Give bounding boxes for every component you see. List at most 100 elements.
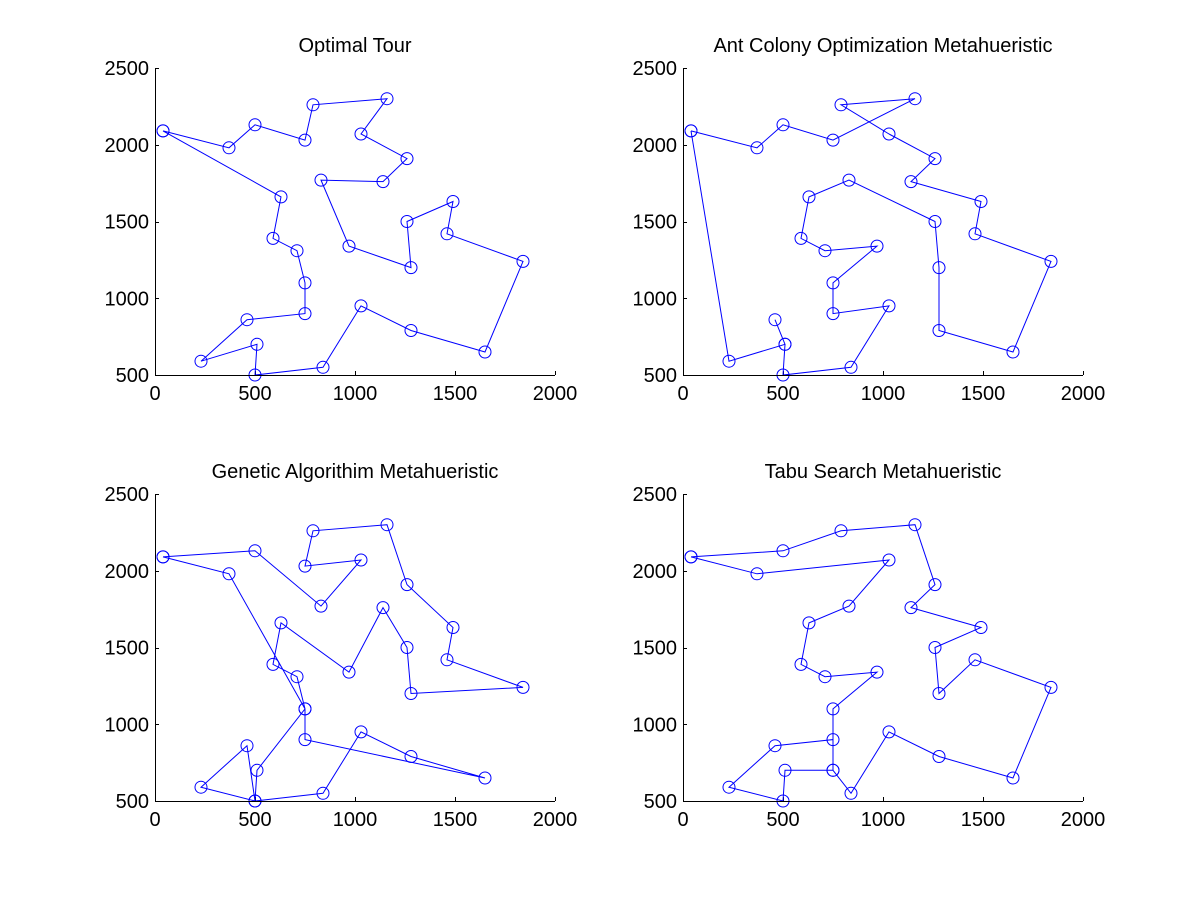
tabu-search-x-tick-label: 0: [677, 809, 688, 831]
optimal-tour-city-point: [266, 231, 280, 245]
tabu-search-city-point: [778, 763, 792, 777]
genetic-algorithm-city-point: [240, 739, 254, 753]
ant-colony-city-point: [928, 215, 942, 228]
ant-colony-city-point: [722, 354, 736, 368]
tabu-search-city-point: [882, 553, 896, 567]
ant-colony-city-point: [842, 173, 856, 187]
tabu-search-x-tick-label: 500: [766, 809, 799, 831]
tabu-search-city-point: [932, 687, 946, 700]
tabu-search-city-point: [1006, 771, 1020, 785]
tabu-search-city-point: [1044, 680, 1058, 694]
tabu-search-y-tick-label: 1500: [633, 638, 678, 660]
genetic-algorithm-city-point: [306, 524, 320, 538]
optimal-tour-x-tick-label: 2000: [533, 383, 578, 405]
tabu-search-city-point: [844, 786, 858, 800]
optimal-tour-city-point: [290, 244, 304, 258]
tabu-search-city-point: [826, 763, 840, 777]
tabu-search-x-tick-label: 2000: [1061, 809, 1106, 831]
genetic-algorithm-city-point: [478, 771, 492, 785]
tabu-search-city-point: [794, 657, 808, 671]
tabu-search-city-point: [908, 518, 922, 532]
ant-colony-city-point: [932, 324, 946, 337]
optimal-tour-y-tick-label: 1500: [105, 212, 150, 234]
genetic-algorithm-x-tick-label: 2000: [533, 809, 578, 831]
ant-colony-city-point: [1044, 254, 1058, 268]
genetic-algorithm-city-point: [404, 750, 418, 763]
tabu-search-plot-area: [683, 494, 1083, 801]
genetic-algorithm-city-point: [380, 518, 394, 532]
ant-colony-city-point: [826, 133, 840, 147]
tabu-search-city-point: [968, 653, 982, 667]
genetic-algorithm-x-tick-label: 500: [238, 809, 271, 831]
tabu-search-city-point: [882, 725, 896, 739]
tabu-search-city-point: [842, 599, 856, 613]
optimal-tour-city-point: [194, 354, 208, 368]
ant-colony-city-point: [882, 299, 896, 313]
optimal-tour-y-tick-label: 1000: [105, 288, 150, 310]
ant-colony-x-tick-label: 1000: [861, 383, 906, 405]
tabu-search-x-tick-label: 1000: [861, 809, 906, 831]
ant-colony-city-point: [750, 141, 764, 155]
optimal-tour-city-point: [446, 195, 460, 208]
genetic-algorithm-city-point: [274, 616, 288, 630]
ant-colony-plot-area: [683, 68, 1083, 375]
optimal-tour-x-tick-label: 500: [238, 383, 271, 405]
ant-colony-city-point: [928, 152, 942, 166]
tabu-search-city-point: [974, 621, 988, 634]
genetic-algorithm-y-tick-label: 2000: [105, 561, 150, 583]
tabu-search-city-point: [750, 567, 764, 581]
genetic-algorithm-city-point: [250, 763, 264, 777]
ant-colony-x-tick-label: 1500: [961, 383, 1006, 405]
optimal-tour-city-point: [354, 127, 368, 141]
ant-colony-city-point: [968, 227, 982, 241]
genetic-algorithm-x-tick-label: 1000: [333, 809, 378, 831]
ant-colony-y-tick-label: 1500: [633, 212, 678, 234]
genetic-algorithm-city-point: [156, 550, 170, 564]
optimal-tour-city-point: [516, 254, 530, 268]
ant-colony-x-tick-label: 0: [677, 383, 688, 405]
tabu-search-y-tick-label: 500: [644, 791, 677, 813]
genetic-algorithm-city-point: [516, 680, 530, 694]
ant-colony-city-point: [826, 276, 840, 290]
tabu-search-city-point: [928, 641, 942, 654]
genetic-algorithm-city-point: [298, 733, 312, 747]
genetic-algorithm-city-point: [342, 665, 356, 679]
ant-colony-city-point: [834, 98, 848, 112]
tabu-search-city-point: [932, 750, 946, 763]
optimal-tour-city-point: [314, 173, 328, 187]
genetic-algorithm-title: Genetic Algorithim Metahueristic: [212, 461, 499, 483]
genetic-algorithm-city-point: [314, 599, 328, 613]
ant-colony-city-point: [882, 127, 896, 141]
ant-colony-city-point: [932, 261, 946, 275]
optimal-tour-city-point: [306, 98, 320, 112]
genetic-algorithm-x-tick-label: 0: [149, 809, 160, 831]
optimal-tour-city-point: [404, 324, 418, 337]
optimal-tour-city-point: [400, 152, 414, 166]
optimal-tour-city-point: [250, 337, 264, 351]
ant-colony-y-tick-label: 500: [644, 365, 677, 387]
tabu-search-y-tick-label: 1000: [633, 714, 678, 736]
tabu-search-city-point: [826, 702, 840, 716]
genetic-algorithm-tour-path: [162, 524, 524, 802]
ant-colony-y-tick-label: 2500: [633, 58, 678, 80]
genetic-algorithm-y-tick-label: 500: [116, 791, 149, 813]
genetic-algorithm-city-point: [298, 702, 312, 716]
tabu-search-city-point: [684, 550, 698, 564]
ant-colony-city-point: [826, 307, 840, 321]
optimal-tour-tour-path: [162, 98, 524, 376]
ant-colony-city-point: [794, 231, 808, 245]
genetic-algorithm-y-tick-label: 2500: [105, 484, 150, 506]
tabu-search-city-point: [722, 780, 736, 794]
optimal-tour-city-point: [478, 345, 492, 359]
optimal-tour-city-point: [298, 307, 312, 321]
genetic-algorithm-city-point: [446, 621, 460, 634]
ant-colony-city-point: [818, 244, 832, 258]
tabu-search-city-point: [904, 601, 918, 615]
optimal-tour-city-point: [298, 276, 312, 290]
genetic-algorithm-city-point: [248, 544, 262, 558]
tabu-search-y-tick-label: 2500: [633, 484, 678, 506]
